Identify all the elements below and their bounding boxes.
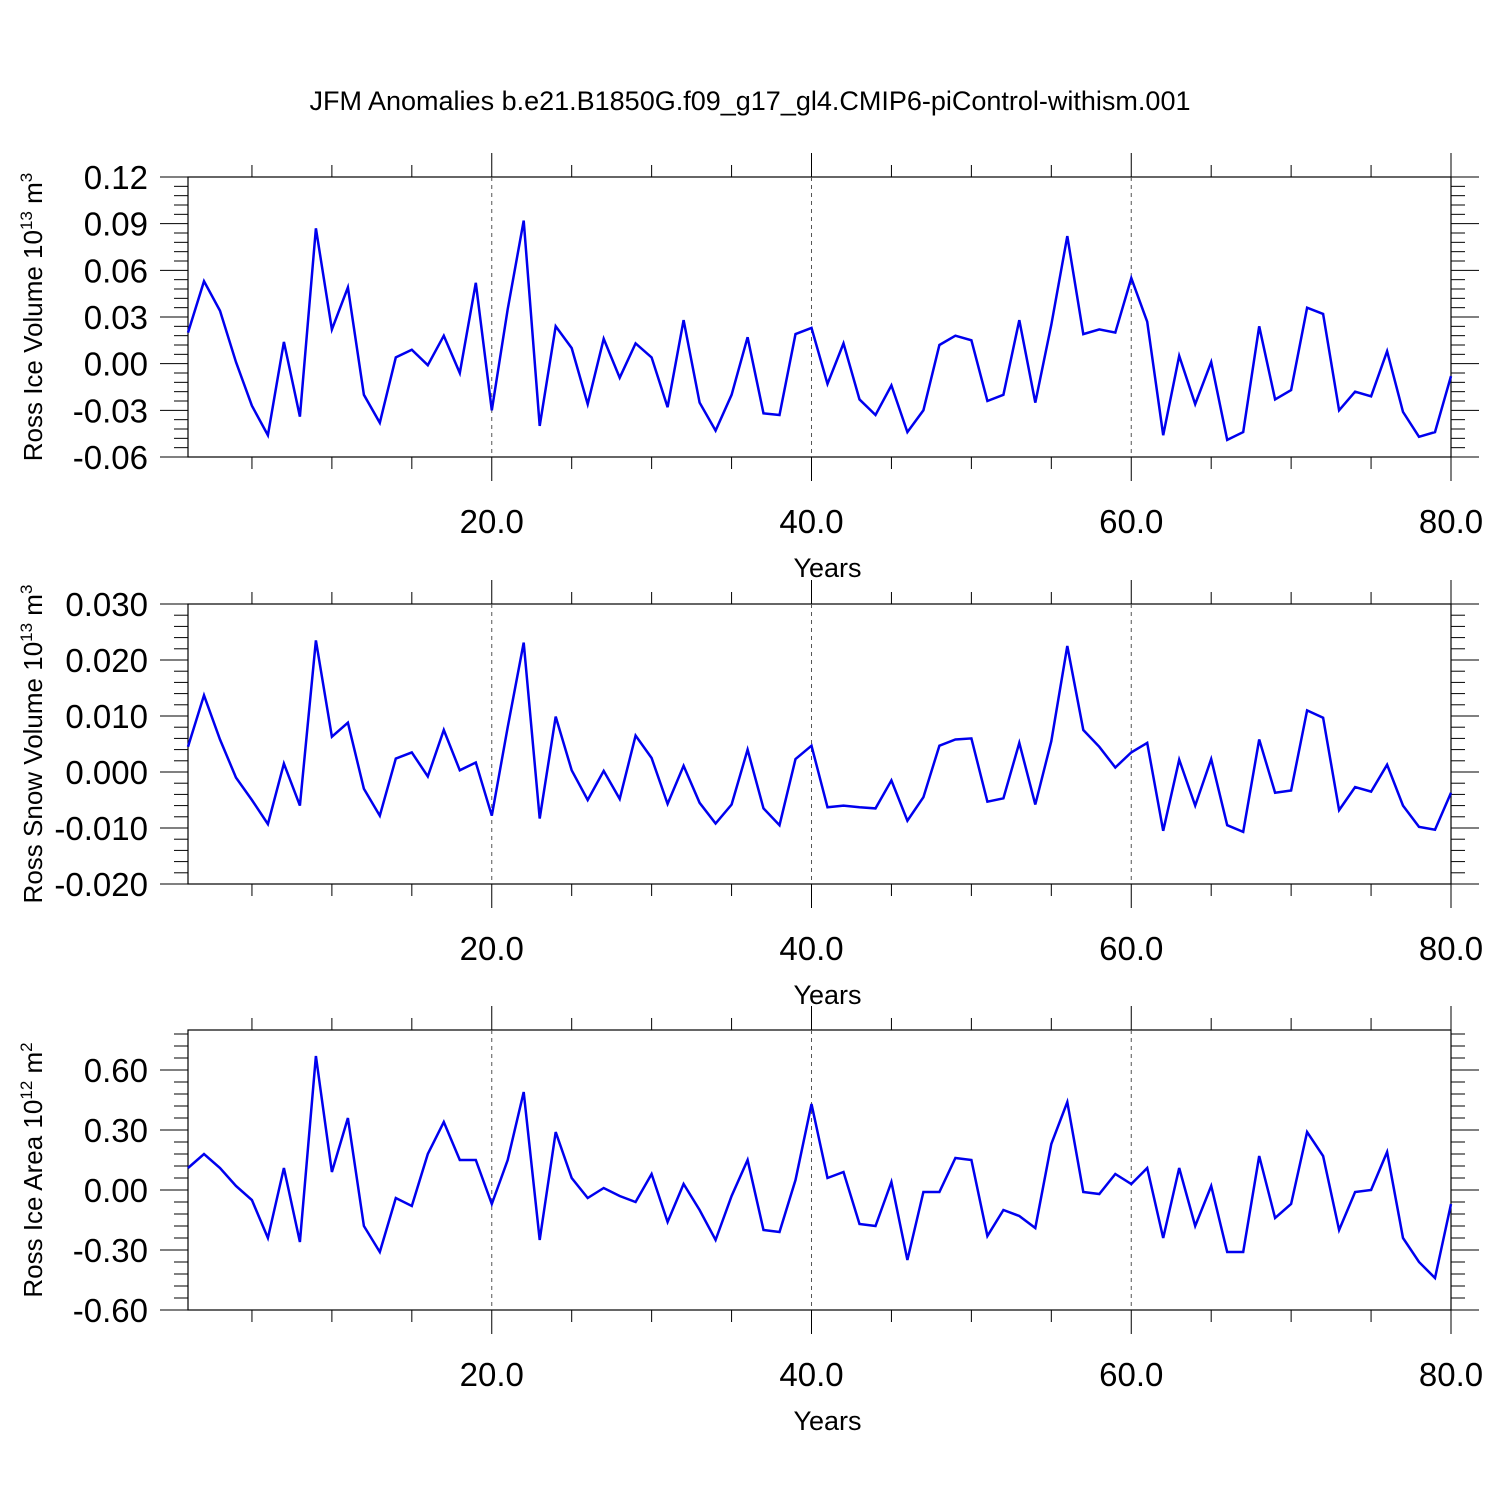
series-line <box>186 220 1453 442</box>
y-tick-label: -0.010 <box>54 810 148 847</box>
y-axis-label: Ross Ice Volume 1013 m3 <box>17 173 48 462</box>
x-axis-label: Years <box>793 553 861 583</box>
y-tick-label: 0.000 <box>65 754 148 791</box>
x-axis-label: Years <box>793 980 861 1010</box>
y-tick-label: 0.30 <box>84 1112 148 1149</box>
y-tick-label: 0.030 <box>65 586 148 623</box>
y-tick-label: 0.020 <box>65 642 148 679</box>
x-tick-label: 40.0 <box>779 503 843 540</box>
y-tick-label: 0.12 <box>84 159 148 196</box>
x-tick-label: 80.0 <box>1419 503 1483 540</box>
panel-2: -0.020 -0.010 0.000 0.010 0.020 0.030 20.0 40.0… <box>17 580 1483 1010</box>
y-tick-label: 0.00 <box>84 346 148 383</box>
y-tick-label: -0.06 <box>73 439 148 476</box>
y-tick-label: 0.010 <box>65 698 148 735</box>
y-tick-label: -0.30 <box>73 1232 148 1269</box>
x-tick-label: 40.0 <box>779 930 843 967</box>
y-tick-label: 0.03 <box>84 299 148 336</box>
chart-title: JFM Anomalies b.e21.B1850G.f09_g17_gl4.C… <box>309 86 1191 116</box>
y-tick-label: 0.60 <box>84 1052 148 1089</box>
x-axis-label: Years <box>793 1406 861 1436</box>
y-tick-label: 0.09 <box>84 206 148 243</box>
y-tick-label: 0.00 <box>84 1172 148 1209</box>
x-tick-label: 40.0 <box>779 1356 843 1393</box>
x-tick-label: 60.0 <box>1099 1356 1163 1393</box>
y-tick-label: 0.06 <box>84 252 148 289</box>
panel-3: -0.60 -0.30 0.00 0.30 0.60 20.0 40.0 60.0 80.0 Ye… <box>17 1006 1483 1436</box>
plot-frame <box>187 176 1452 458</box>
y-tick-label: -0.020 <box>54 866 148 903</box>
y-tick-label: -0.03 <box>73 392 148 429</box>
y-axis-label: Ross Snow Volume 1013 m3 <box>17 585 48 904</box>
y-tick-label: -0.60 <box>73 1292 148 1329</box>
series-line <box>186 640 1453 834</box>
x-tick-label: 20.0 <box>460 930 524 967</box>
x-tick-label: 20.0 <box>460 1356 524 1393</box>
series-line <box>187 1055 1453 1281</box>
y-axis-label: Ross Ice Area 1012 m2 <box>17 1042 48 1297</box>
x-tick-label: 60.0 <box>1099 503 1163 540</box>
x-tick-label: 80.0 <box>1419 1356 1483 1393</box>
x-tick-label: 60.0 <box>1099 930 1163 967</box>
x-tick-label: 20.0 <box>460 503 524 540</box>
plot-frame <box>187 1029 1452 1311</box>
x-tick-label: 80.0 <box>1419 930 1483 967</box>
panel-1: -0.06 -0.03 0.00 0.03 0.06 0.09 0.12 20.0 40.0 60… <box>17 153 1483 583</box>
